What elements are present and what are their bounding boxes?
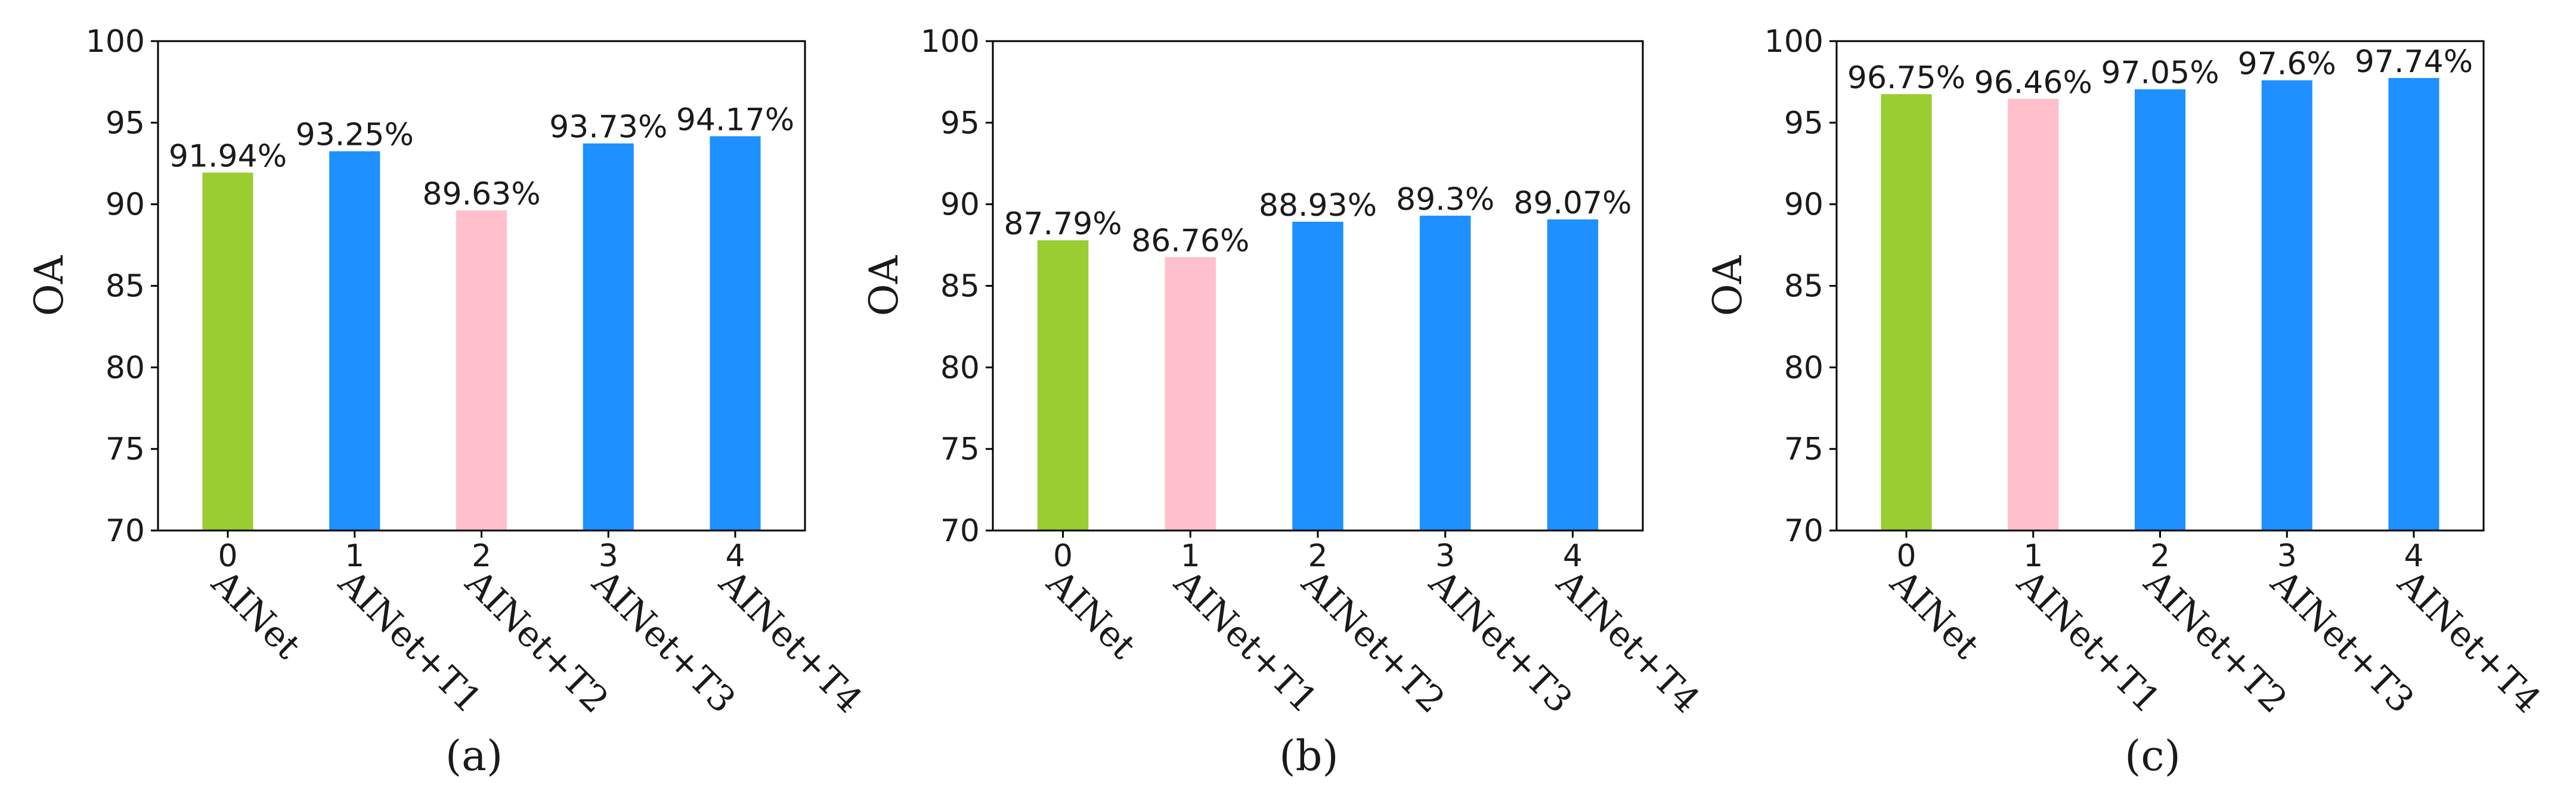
- x-tick-label: 4: [1563, 538, 1583, 574]
- y-tick-label: 90: [940, 187, 980, 223]
- bar-value-label: 96.46%: [1974, 65, 2092, 101]
- bar-1: [2008, 98, 2059, 531]
- y-tick-label: 95: [1784, 106, 1823, 141]
- y-tick-label: 85: [106, 269, 145, 305]
- bar-value-label: 97.05%: [2101, 55, 2219, 91]
- chart-panel-a: 707580859095100OA0AINet91.94%1AINet+T193…: [26, 24, 870, 780]
- x-tick-label: 4: [725, 538, 745, 574]
- y-tick-label: 75: [106, 432, 145, 467]
- x-category-name: AINet: [1038, 562, 1144, 667]
- bar-2: [2134, 89, 2186, 531]
- y-tick-label: 85: [1784, 269, 1823, 305]
- x-tick-label: 0: [1053, 538, 1073, 574]
- bar-value-label: 96.75%: [1847, 60, 1965, 96]
- x-tick-label: 2: [2150, 538, 2170, 574]
- x-tick-label: 3: [599, 538, 618, 574]
- x-tick-label: 3: [2277, 538, 2297, 574]
- y-tick-label: 80: [1784, 350, 1823, 386]
- bar-value-label: 97.74%: [2355, 44, 2473, 80]
- y-tick-label: 90: [106, 187, 145, 223]
- bar-0: [1881, 94, 1932, 531]
- x-tick-label: 1: [345, 538, 364, 574]
- x-tick-label: 1: [1181, 538, 1200, 574]
- bar-1: [329, 151, 380, 531]
- y-tick-label: 70: [1784, 513, 1823, 549]
- bar-2: [1292, 221, 1343, 531]
- y-tick-label: 70: [940, 513, 980, 549]
- bar-4: [1547, 219, 1599, 531]
- y-tick-label: 75: [1784, 432, 1823, 467]
- bar-value-label: 93.25%: [296, 117, 414, 153]
- bar-value-label: 89.07%: [1513, 185, 1631, 221]
- x-tick-label: 2: [472, 538, 491, 574]
- bar-3: [583, 143, 634, 531]
- x-category-name: AINet: [1882, 562, 1987, 667]
- bar-2: [456, 210, 507, 531]
- y-tick-label: 70: [106, 513, 145, 549]
- y-axis-label: OA: [26, 255, 72, 316]
- x-tick-label: 0: [218, 538, 237, 574]
- y-tick-label: 95: [940, 106, 980, 141]
- bar-0: [1037, 240, 1089, 531]
- y-tick-label: 95: [106, 106, 145, 141]
- y-tick-label: 80: [106, 350, 145, 386]
- bar-value-label: 93.73%: [549, 110, 667, 145]
- x-tick-label: 0: [1896, 538, 1916, 574]
- y-axis-label: OA: [861, 255, 907, 316]
- y-tick-label: 75: [940, 432, 980, 467]
- bar-value-label: 89.63%: [422, 176, 540, 212]
- y-axis-label: OA: [1705, 255, 1751, 316]
- x-tick-label: 4: [2404, 538, 2423, 574]
- x-tick-label: 1: [2023, 538, 2043, 574]
- x-tick-label: 2: [1308, 538, 1327, 574]
- y-tick-label: 80: [940, 350, 980, 386]
- bar-value-label: 97.6%: [2238, 46, 2336, 82]
- panel-caption: (b): [1279, 731, 1338, 780]
- bar-3: [1419, 215, 1471, 531]
- bar-value-label: 87.79%: [1004, 206, 1122, 242]
- bar-value-label: 86.76%: [1131, 223, 1249, 259]
- bar-value-label: 89.3%: [1396, 182, 1494, 218]
- bar-4: [710, 136, 761, 531]
- y-tick-label: 100: [86, 24, 145, 60]
- bar-4: [2388, 77, 2439, 531]
- bar-value-label: 94.17%: [676, 103, 794, 138]
- y-tick-label: 90: [1784, 187, 1823, 223]
- bar-1: [1165, 257, 1216, 531]
- y-tick-label: 100: [921, 24, 980, 60]
- bar-0: [202, 172, 253, 531]
- y-tick-label: 100: [1764, 24, 1823, 60]
- bar-value-label: 91.94%: [169, 139, 287, 175]
- bar-value-label: 88.93%: [1259, 188, 1377, 224]
- x-tick-label: 3: [1435, 538, 1455, 574]
- panel-caption: (c): [2125, 731, 2181, 780]
- bar-3: [2261, 80, 2312, 531]
- panel-caption: (a): [445, 731, 503, 780]
- y-tick-label: 85: [940, 269, 980, 305]
- chart-panel-c: 707580859095100OA0AINet96.75%1AINet+T196…: [1705, 24, 2549, 780]
- chart-panel-b: 707580859095100OA0AINet87.79%1AINet+T186…: [861, 24, 1708, 780]
- x-category-name: AINet: [203, 562, 309, 667]
